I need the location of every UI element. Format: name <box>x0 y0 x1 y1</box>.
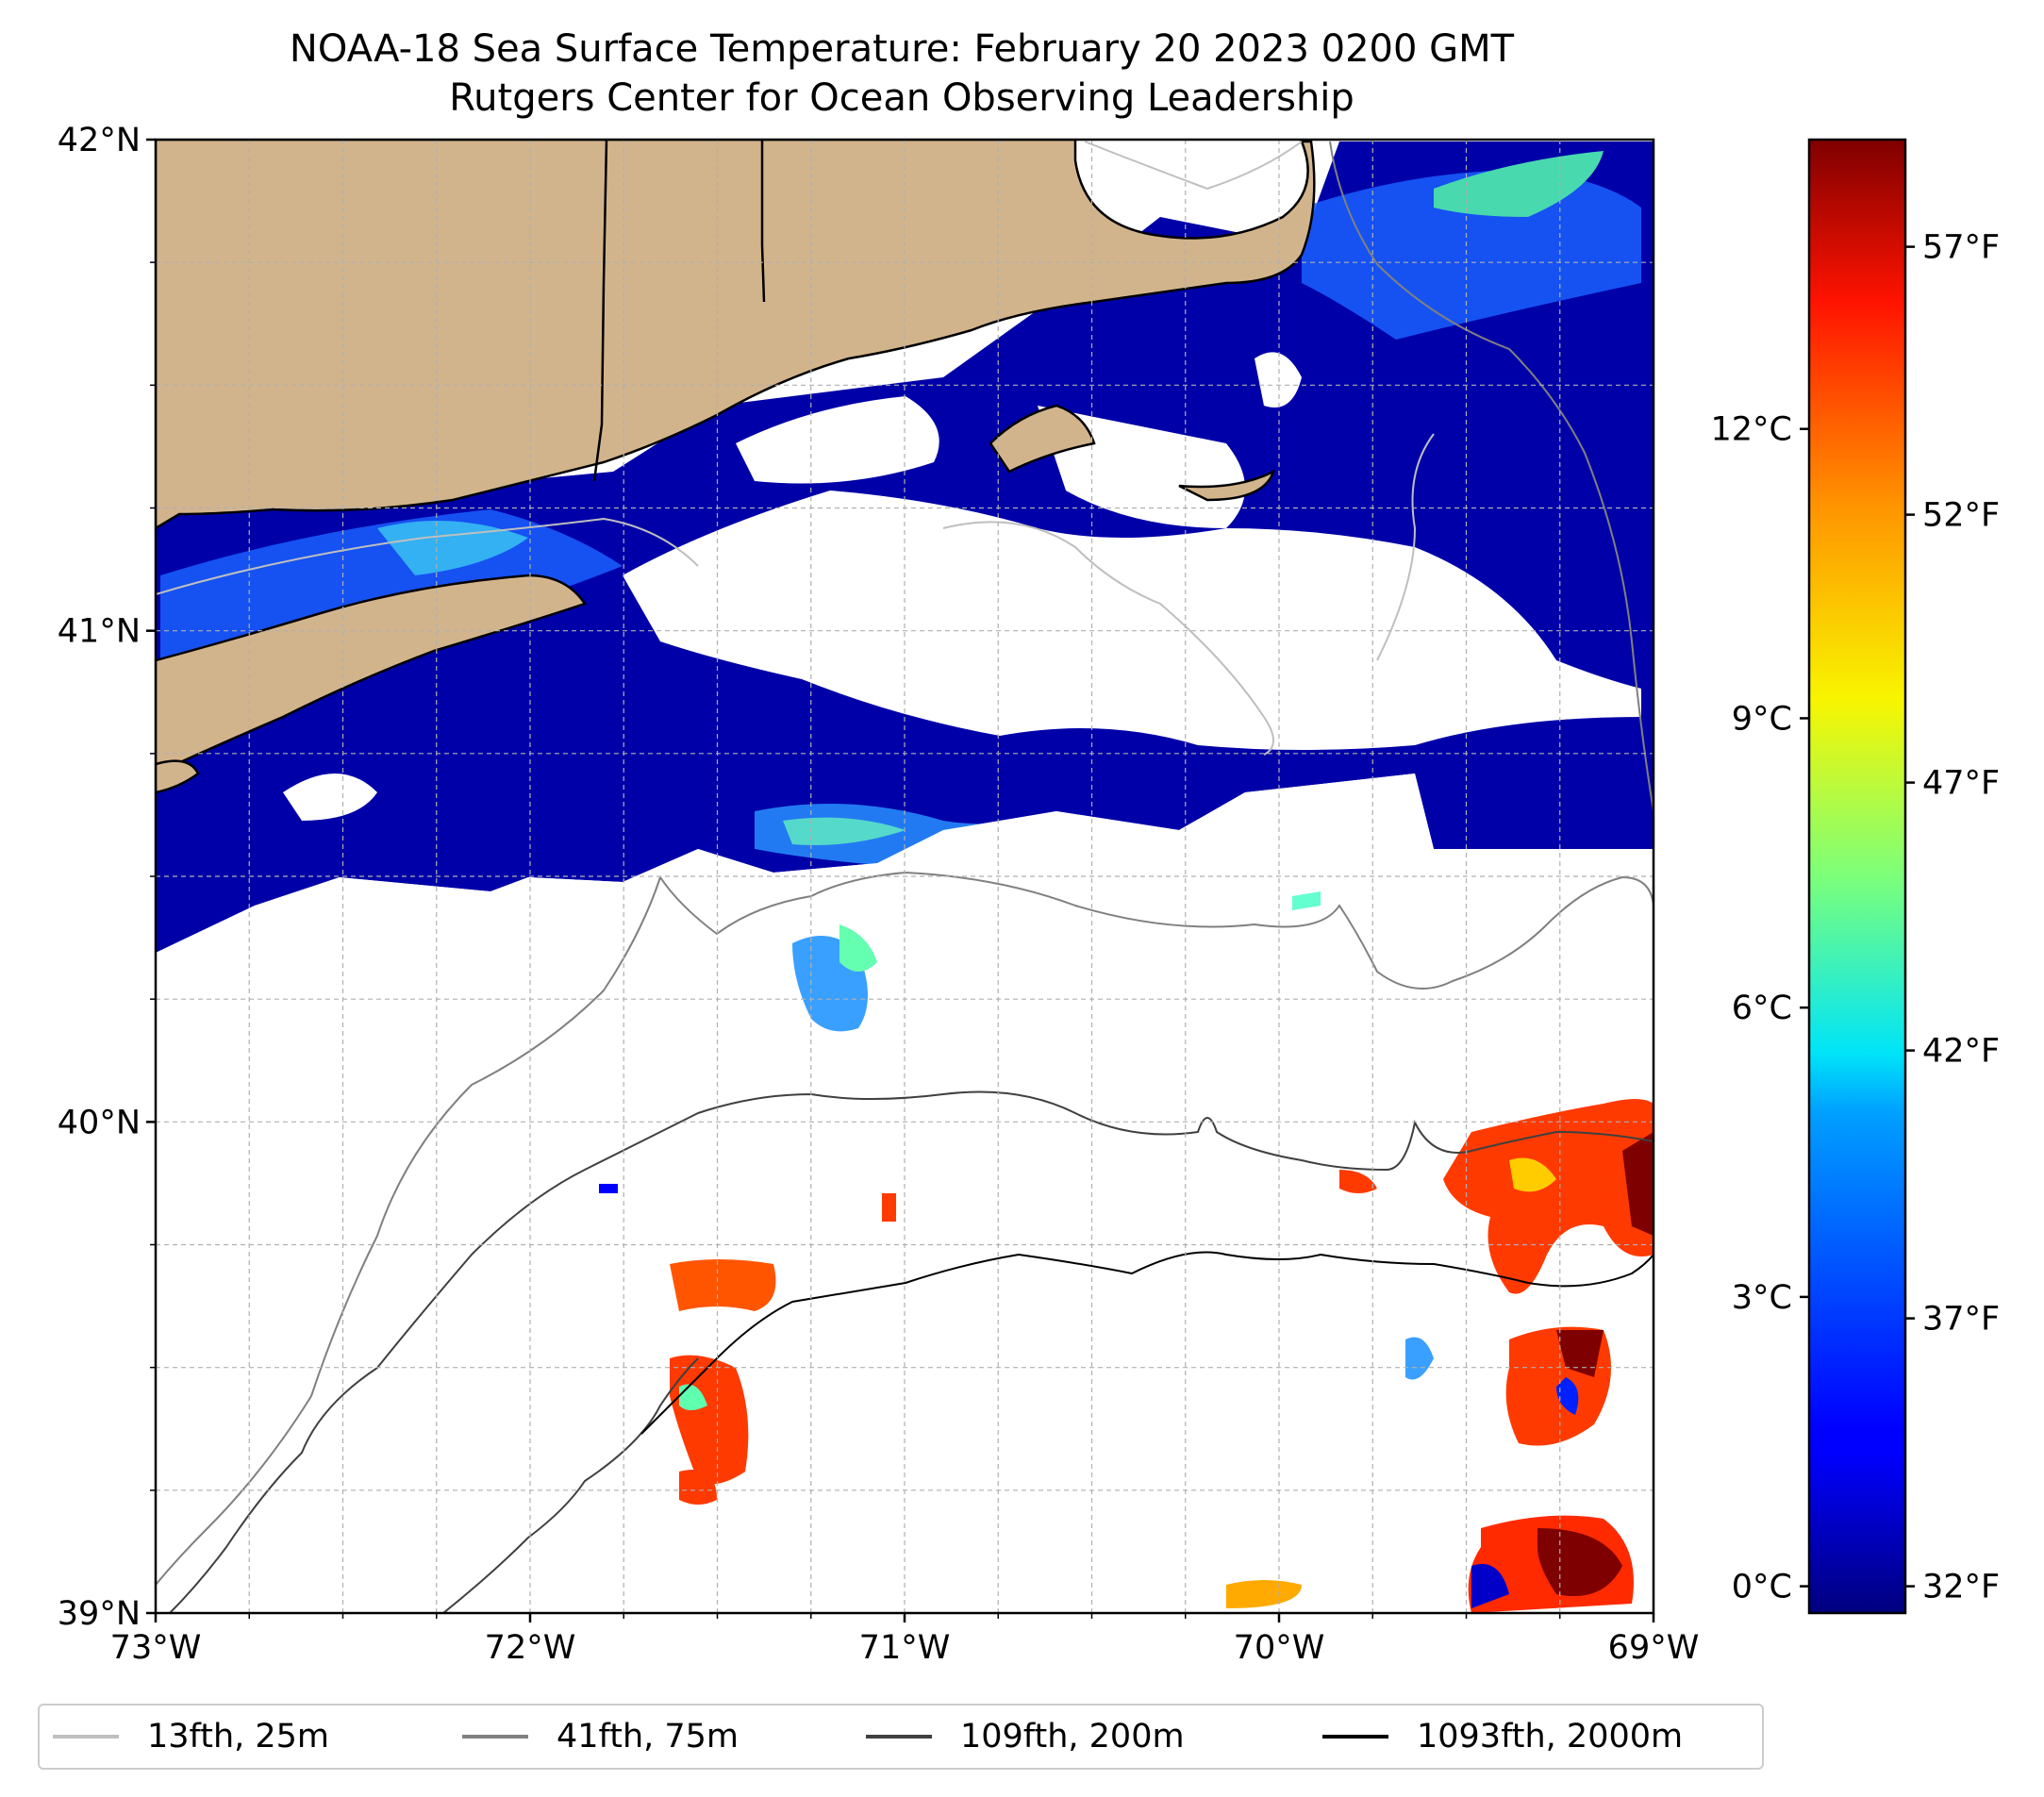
legend-label: 13fth, 25m <box>147 1718 330 1755</box>
lon-tick-label: 71°W <box>859 1629 951 1667</box>
lat-tick-label: 39°N <box>58 1595 141 1633</box>
map-subtitle: Rutgers Center for Ocean Observing Leade… <box>449 76 1354 120</box>
sst-cool-streaks <box>160 151 1641 868</box>
isobath-legend: 13fth, 25m 41fth, 75m 109fth, 200m 1093f… <box>38 1704 1764 1770</box>
colorbar-ticks: 32°F 37°F 42°F 47°F 52°F 57°F 0°C 3°C 6°C 9°C 12°C <box>1711 229 2001 1606</box>
isobath-25m <box>156 141 1435 756</box>
map-axes: 73°W 72°W 71°W 70°W 69°W 42°N 41°N 40°N 39°N <box>58 122 1700 1667</box>
legend-swatch <box>462 1735 528 1739</box>
gridlines <box>156 140 1653 1613</box>
isobath-2000m <box>640 1251 1653 1435</box>
legend-item: 13fth, 25m <box>53 1705 329 1768</box>
legend-label: 41fth, 75m <box>557 1718 739 1755</box>
map-content <box>156 140 1653 1613</box>
legend-label: 109fth, 200m <box>960 1718 1185 1755</box>
colorbar-label-c: 6°C <box>1732 990 1792 1027</box>
colorbar-label-f: 42°F <box>1922 1033 2000 1071</box>
isobath-75m <box>156 141 1653 1586</box>
legend-item: 109fth, 200m <box>866 1705 1185 1768</box>
legend-label: 1093fth, 2000m <box>1417 1718 1684 1755</box>
colorbar-label-c: 12°C <box>1711 411 1792 449</box>
colorbar-label-c: 0°C <box>1732 1569 1792 1606</box>
legend-swatch <box>53 1735 119 1739</box>
colorbar-label-f: 47°F <box>1922 765 2000 803</box>
sst-warm-patches <box>599 891 1653 1613</box>
colorbar-label-f: 52°F <box>1922 497 2000 535</box>
lon-tick-label: 69°W <box>1608 1629 1700 1667</box>
state-borders <box>592 140 766 482</box>
colorbar-label-f: 32°F <box>1922 1569 2000 1606</box>
lon-tick-label: 73°W <box>110 1629 202 1667</box>
colorbar-frame <box>1807 138 1907 1615</box>
legend-item: 1093fth, 2000m <box>1322 1705 1683 1768</box>
lat-tick-label: 41°N <box>58 613 141 651</box>
isobath-200m <box>169 1090 1653 1613</box>
legend-item: 41fth, 75m <box>462 1705 739 1768</box>
legend-swatch <box>866 1735 932 1739</box>
colorbar-label-f: 57°F <box>1922 229 2000 267</box>
lon-tick-label: 70°W <box>1234 1629 1325 1667</box>
lon-tick-label: 72°W <box>485 1629 576 1667</box>
sst-map: 73°W 72°W 71°W 70°W 69°W 42°N 41°N 40°N 39°N 32°… <box>58 122 2001 1667</box>
legend-swatch <box>1322 1735 1388 1739</box>
colorbar-label-c: 3°C <box>1732 1279 1792 1317</box>
isobaths <box>156 141 1653 1613</box>
colorbar-label-f: 37°F <box>1922 1301 2000 1339</box>
colorbar-gradient <box>1809 140 1905 1613</box>
colorbar: 32°F 37°F 42°F 47°F 52°F 57°F 0°C 3°C 6°C 9°C 12°C <box>1711 138 2001 1615</box>
map-title: NOAA-18 Sea Surface Temperature: Februar… <box>289 27 1515 71</box>
lat-tick-label: 42°N <box>58 122 141 159</box>
lat-tick-label: 40°N <box>58 1104 141 1141</box>
colorbar-label-c: 9°C <box>1732 700 1792 738</box>
land <box>156 140 1316 794</box>
